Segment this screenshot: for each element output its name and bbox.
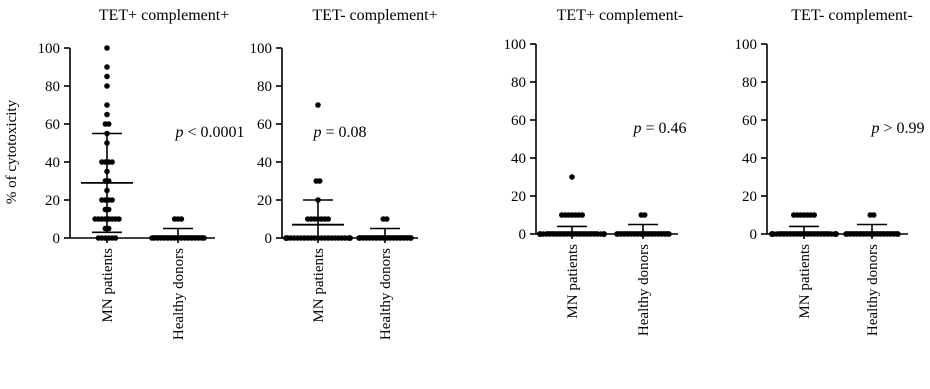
p-value-annotation: p < 0.0001 bbox=[174, 124, 244, 141]
y-tick-label: 0 bbox=[265, 231, 273, 247]
chart-panel-2: TET- complement+ 0 20 40 60 80 100 MN patients H… bbox=[250, 7, 438, 340]
y-tick-label: 60 bbox=[742, 113, 757, 129]
chart-panel-1: TET+ complement+ 0 20 40 60 80 100 MN patients H… bbox=[38, 7, 245, 340]
chart-title: TET- complement- bbox=[791, 7, 913, 24]
y-tick-label: 0 bbox=[519, 227, 527, 243]
data-point bbox=[347, 235, 353, 241]
data-point bbox=[325, 216, 332, 222]
y-tick-label: 80 bbox=[45, 79, 60, 95]
y-tick-label: 40 bbox=[257, 155, 272, 171]
data-point bbox=[104, 102, 110, 108]
x-category-label: MN patients bbox=[797, 244, 813, 319]
y-tick-label: 100 bbox=[250, 41, 273, 57]
x-category-label: Healthy donors bbox=[171, 248, 187, 340]
y-tick-label: 80 bbox=[257, 79, 272, 95]
data-point bbox=[104, 83, 110, 89]
x-category-label: MN patients bbox=[100, 248, 116, 323]
p-value-text: < 0.0001 bbox=[183, 124, 244, 141]
p-value-text: = 0.08 bbox=[321, 124, 366, 141]
data-point bbox=[105, 121, 112, 127]
data-point bbox=[109, 197, 115, 203]
data-point bbox=[579, 212, 585, 218]
data-point bbox=[316, 178, 323, 184]
data-point bbox=[116, 216, 122, 222]
p-value-text: = 0.46 bbox=[641, 120, 686, 137]
y-tick-label: 100 bbox=[735, 37, 758, 53]
p-value-annotation: p = 0.08 bbox=[312, 124, 366, 141]
y-tick-label: 100 bbox=[504, 37, 527, 53]
p-value-text: > 0.99 bbox=[879, 120, 924, 137]
y-tick-label: 100 bbox=[38, 41, 61, 57]
y-tick-label: 0 bbox=[750, 227, 758, 243]
data-point bbox=[811, 212, 817, 218]
chart-panel-3: TET+ complement- 0 20 40 60 80 100 MN patients H… bbox=[504, 7, 687, 336]
y-tick-label: 60 bbox=[511, 113, 526, 129]
chart-title: TET+ complement- bbox=[557, 7, 684, 24]
y-tick-label: 80 bbox=[511, 75, 526, 91]
data-point bbox=[104, 64, 110, 70]
p-value-symbol: p bbox=[870, 120, 879, 137]
x-category-label: MN patients bbox=[565, 244, 581, 319]
data-point bbox=[833, 231, 839, 237]
y-tick-label: 60 bbox=[45, 117, 60, 133]
p-value-symbol: p bbox=[174, 124, 183, 141]
x-category-label: Healthy donors bbox=[636, 244, 652, 336]
y-tick-label: 40 bbox=[742, 151, 757, 167]
data-point bbox=[383, 216, 390, 222]
y-tick-label: 20 bbox=[742, 189, 757, 205]
x-category-label: Healthy donors bbox=[865, 244, 881, 336]
y-axis-label: % of cytotoxicity bbox=[4, 99, 20, 204]
p-value-annotation: p > 0.99 bbox=[870, 120, 924, 137]
y-tick-label: 20 bbox=[45, 193, 60, 209]
data-point bbox=[178, 216, 185, 222]
x-category-label: MN patients bbox=[311, 248, 327, 323]
data-point bbox=[109, 159, 115, 165]
p-value-symbol: p bbox=[312, 124, 321, 141]
data-point bbox=[870, 212, 877, 218]
data-point bbox=[104, 45, 110, 51]
data-point bbox=[641, 212, 648, 218]
y-tick-label: 60 bbox=[257, 117, 272, 133]
y-tick-label: 40 bbox=[511, 151, 526, 167]
p-value-symbol: p bbox=[632, 120, 641, 137]
y-tick-label: 80 bbox=[742, 75, 757, 91]
chart-title: TET+ complement+ bbox=[99, 7, 229, 24]
data-point bbox=[315, 102, 321, 108]
p-value-annotation: p = 0.46 bbox=[632, 120, 686, 137]
data-point bbox=[569, 174, 575, 180]
chart-title: TET- complement+ bbox=[312, 7, 437, 24]
data-point bbox=[104, 73, 110, 80]
y-tick-label: 20 bbox=[511, 189, 526, 205]
data-point bbox=[112, 235, 119, 241]
data-point bbox=[601, 231, 607, 237]
y-tick-label: 20 bbox=[257, 193, 272, 209]
chart-panel-4: TET- complement- 0 20 40 60 80 100 MN patients H… bbox=[735, 7, 925, 336]
y-tick-label: 40 bbox=[45, 155, 60, 171]
y-tick-label: 0 bbox=[53, 231, 61, 247]
x-category-label: Healthy donors bbox=[378, 248, 394, 340]
data-point bbox=[104, 111, 110, 118]
